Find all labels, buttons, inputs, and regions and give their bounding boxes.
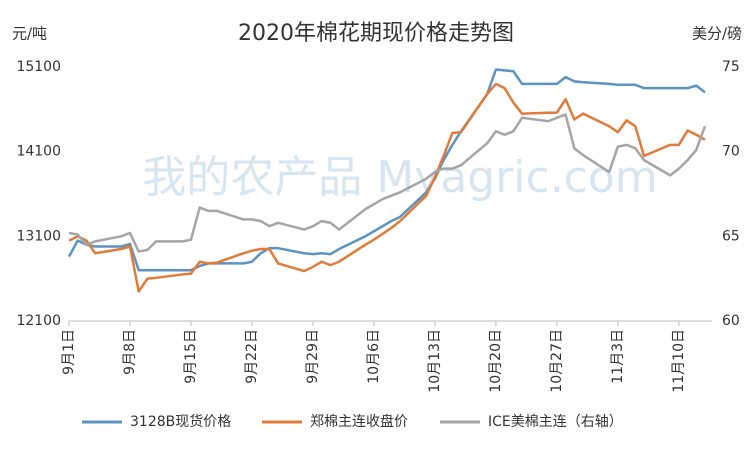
y-axis-label: 元/吨 xyxy=(12,25,47,43)
y2-tick-label: 60 xyxy=(722,313,740,329)
y2-tick-label: 75 xyxy=(722,59,740,75)
legend-label: ICE美棉主连（右轴） xyxy=(488,413,623,430)
x-tick-label: 9月29日 xyxy=(305,329,321,384)
legend-label: 郑棉主连收盘价 xyxy=(310,413,408,430)
x-tick-label: 9月8日 xyxy=(122,329,138,375)
y2-tick-label: 65 xyxy=(722,228,740,244)
series-line xyxy=(67,68,706,272)
x-tick-label: 11月10日 xyxy=(671,329,687,393)
x-tick-label: 11月3日 xyxy=(610,329,626,384)
y-tick-label: 15100 xyxy=(16,59,61,75)
watermark: 我的农产品 Myagric.com xyxy=(142,152,657,203)
y-tick-label: 13100 xyxy=(16,228,61,244)
legend-label: 3128B现货价格 xyxy=(130,413,231,430)
x-tick-label: 10月27日 xyxy=(549,329,565,393)
chart-title: 2020年棉花期现价格走势图 xyxy=(238,21,514,46)
x-tick-label: 9月15日 xyxy=(183,329,199,384)
y2-axis-label: 美分/磅 xyxy=(692,25,742,43)
x-tick-label: 9月1日 xyxy=(61,329,77,375)
y-tick-label: 12100 xyxy=(16,313,61,329)
series-line xyxy=(68,113,707,253)
series-line xyxy=(68,82,706,293)
y-tick-label: 14100 xyxy=(16,144,61,160)
x-tick-label: 10月20日 xyxy=(488,329,504,393)
y2-tick-label: 70 xyxy=(722,144,740,160)
x-tick-label: 10月13日 xyxy=(427,329,443,393)
x-tick-label: 9月22日 xyxy=(244,329,260,384)
x-tick-label: 10月6日 xyxy=(366,329,382,384)
